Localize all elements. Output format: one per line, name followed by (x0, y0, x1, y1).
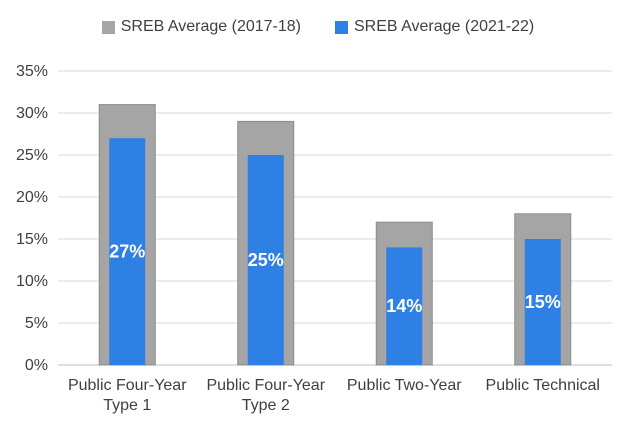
legend-swatch-gray (101, 20, 115, 34)
bar-2021-22 (524, 239, 561, 365)
bar-2021-22 (109, 138, 146, 365)
bar-2021-22 (247, 155, 284, 365)
x-tick-label: Type 2 (242, 397, 290, 414)
x-tick-label: Type 1 (103, 397, 151, 414)
legend-label-2021-22: SREB Average (2021-22) (354, 18, 535, 35)
data-label: 14% (386, 296, 422, 316)
legend-label-2017-18: SREB Average (2017-18) (120, 18, 301, 35)
y-tick-label: 10% (16, 273, 48, 290)
chart-legend: SREB Average (2017-18) SREB Average (202… (0, 18, 636, 36)
y-tick-label: 15% (16, 231, 48, 248)
y-tick-label: 0% (25, 357, 48, 374)
y-tick-label: 5% (25, 315, 48, 332)
x-tick-label: Public Four-Year (206, 377, 325, 394)
legend-item-2021-22: SREB Average (2021-22) (335, 18, 534, 36)
y-tick-label: 35% (16, 63, 48, 80)
data-label: 25% (248, 250, 284, 270)
x-tick-label: Public Two-Year (347, 377, 462, 394)
y-tick-label: 25% (16, 147, 48, 164)
x-tick-label: Public Four-Year (68, 377, 187, 394)
data-label: 15% (525, 292, 561, 312)
bar-2021-22 (386, 247, 423, 365)
data-label: 27% (109, 242, 145, 262)
legend-item-2017-18: SREB Average (2017-18) (101, 18, 301, 36)
y-tick-label: 30% (16, 105, 48, 122)
legend-swatch-blue (335, 20, 348, 34)
x-tick-label: Public Technical (486, 377, 600, 394)
y-tick-label: 20% (16, 189, 48, 206)
